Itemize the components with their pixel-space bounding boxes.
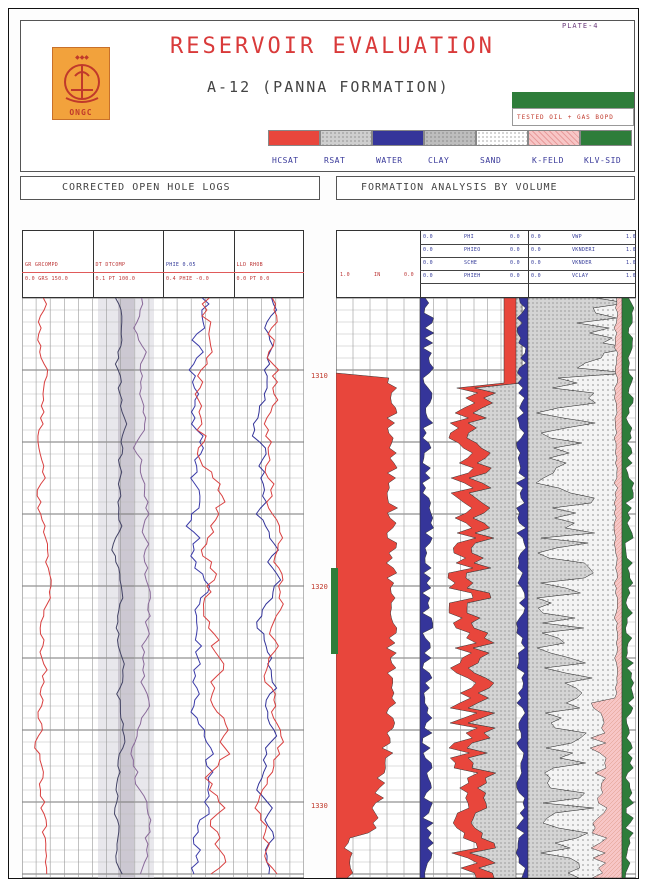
right-track-row-rule: [528, 283, 636, 284]
left-track-header-rule: [22, 272, 93, 273]
right-section-box: [336, 176, 635, 200]
left-track-curve2-label: 0.0 GRS 150.0: [25, 276, 69, 282]
left-track-curve2-label: 0.1 PT 100.0: [95, 276, 136, 282]
track3-row-right: 1.0: [626, 234, 636, 240]
sonic-secondary-curve: [130, 298, 152, 875]
legend-label-water: WATER: [376, 156, 403, 165]
left-section-box: [20, 176, 320, 200]
tested-green-bar: [512, 92, 634, 108]
right-track-divider: [420, 230, 421, 298]
track2-row-name: PHIEO: [464, 247, 481, 253]
track3-row-name: VKNDER: [572, 260, 592, 266]
left-track-curve2-label: 0.0 PT 0.0: [236, 276, 270, 282]
sonic-curve: [111, 298, 128, 875]
left-track-curve1-label: PHIE 0.05: [166, 262, 196, 268]
right-track-row-rule: [420, 257, 528, 258]
depth-marker: 1310: [311, 372, 328, 380]
right-track-row-rule: [420, 244, 528, 245]
right-track-row-rule: [528, 257, 636, 258]
legend-swatch-water: [372, 130, 424, 146]
left-track-curve2-label: 0.4 PHIE -0.0: [166, 276, 210, 282]
track2-row-right: 0.0: [510, 273, 520, 279]
legend-swatch-hcsat: [268, 130, 320, 146]
formation-analysis-plot: [336, 298, 636, 878]
right-track-divider: [528, 230, 529, 298]
legend-label-rsat: RSAT: [324, 156, 346, 165]
legend-swatch-sand: [476, 130, 528, 146]
track2-row-right: 0.0: [510, 247, 520, 253]
depth-marker: 1320: [311, 583, 328, 591]
legend-swatch-rsat: [320, 130, 372, 146]
depth-marker: 1330: [311, 802, 328, 810]
ongc-emblem-icon: ◆◆◆: [64, 54, 100, 103]
track2-row-name: PHIEH: [464, 273, 481, 279]
track2-row-left: 0.0: [423, 273, 433, 279]
depth-track-right: 0.0: [404, 272, 414, 278]
track3-row-left: 0.0: [531, 273, 541, 279]
legend-label-k-feld: K-FELD: [532, 156, 564, 165]
track3-row-name: VWP: [572, 234, 582, 240]
legend-label-sand: SAND: [480, 156, 502, 165]
left-track-divider: [92, 230, 94, 298]
depth-track-left: 1.0: [340, 272, 350, 278]
left-track-header-rule: [233, 272, 304, 273]
water-volume-fill-track2: [419, 298, 435, 878]
left-track-divider: [163, 230, 164, 298]
track3-row-left: 0.0: [531, 247, 541, 253]
ongc-logo: ◆◆◆ ONGC: [52, 47, 110, 120]
legend-swatch-clay: [424, 130, 476, 146]
gamma-ray-curve: [34, 298, 52, 875]
plate-number: PLATE-4: [562, 22, 599, 30]
depth-track-mid: IN: [374, 272, 381, 278]
tested-note: TESTED OIL + GAS BOPD: [512, 108, 634, 126]
track3-row-left: 0.0: [531, 234, 541, 240]
open-hole-logs-plot: [22, 298, 304, 878]
logo-word: ONGC: [69, 108, 93, 117]
track3-row-left: 0.0: [531, 260, 541, 266]
track3-row-right: 1.0: [626, 247, 636, 253]
left-track-divider: [233, 230, 235, 298]
legend-swatch-klv-sid: [580, 130, 632, 146]
svg-text:◆◆◆: ◆◆◆: [75, 54, 89, 61]
track2-row-right: 0.0: [510, 260, 520, 266]
porosity-curve: [185, 298, 215, 875]
left-track-curve1-label: GR GRCOMPD: [25, 262, 59, 268]
right-track-row-rule: [528, 244, 636, 245]
right-track-row-rule: [528, 270, 636, 271]
track3-row-name: VCLAY: [572, 273, 589, 279]
page-subtitle: A-12 (PANNA FORMATION): [207, 78, 450, 96]
track3-row-name: VKNDERI: [572, 247, 596, 253]
left-track-header-rule: [163, 272, 234, 273]
right-track-row-rule: [420, 283, 528, 284]
left-track-curve1-label: LLD RHOB: [236, 262, 263, 268]
siderite-fill: [621, 298, 635, 878]
hydrocarbon-volume-fill: [336, 298, 399, 878]
legend-swatch-k-feld: [528, 130, 580, 146]
perforation-marker: [331, 568, 338, 654]
track2-row-left: 0.0: [423, 234, 433, 240]
left-track-header-rule: [92, 272, 163, 273]
resistivity-deep-curve: [251, 298, 282, 875]
right-section-title: FORMATION ANALYSIS BY VOLUME: [361, 182, 558, 193]
density-curve: [194, 298, 231, 875]
residual-fill: [465, 298, 523, 878]
left-section-title: CORRECTED OPEN HOLE LOGS: [62, 182, 231, 193]
track3-row-right: 1.0: [626, 273, 636, 279]
legend-label-clay: CLAY: [428, 156, 450, 165]
left-track-curve1-label: DT DTCOMP: [95, 262, 126, 268]
track2-row-name: SCHE: [464, 260, 478, 266]
right-track-row-rule: [420, 270, 528, 271]
legend-label-klv-sid: KLV-SID: [584, 156, 622, 165]
legend-label-hcsat: HCSAT: [272, 156, 299, 165]
track2-row-right: 0.0: [510, 234, 520, 240]
resistivity-shallow-curve: [254, 298, 285, 875]
track2-row-left: 0.0: [423, 260, 433, 266]
page-title: RESERVOIR EVALUATION: [170, 34, 495, 59]
track2-row-name: PHI: [464, 234, 474, 240]
track2-row-left: 0.0: [423, 247, 433, 253]
right-tracks-header: [336, 230, 636, 298]
track3-row-right: 1.0: [626, 260, 636, 266]
left-track-divider: [22, 230, 23, 298]
